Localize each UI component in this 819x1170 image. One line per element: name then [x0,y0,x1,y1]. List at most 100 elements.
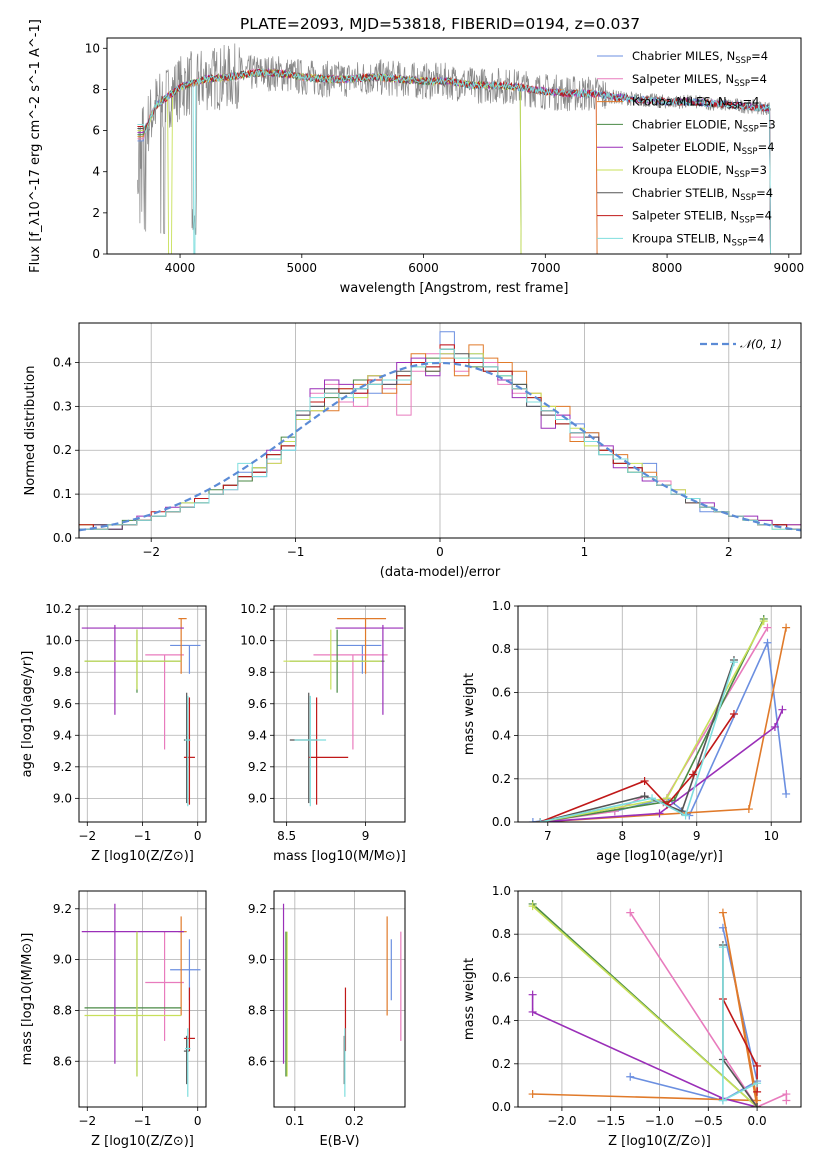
x-tick-label: 0 [194,829,202,843]
y-tick-label: 9.8 [248,665,267,679]
y-tick-label: 0.1 [53,487,72,501]
axes-frame [273,890,406,1108]
observed-spectrum [137,43,771,235]
weight-marker [744,805,753,814]
x-tick-label: 0 [436,545,444,559]
x-axis-label: mass [log10(M/M⊙)] [273,849,406,864]
legend-label: Salpeter MILES, NSSP=4 [632,72,767,89]
y-tick-label: 0.6 [492,970,511,984]
y-tick-label: 2 [92,206,100,220]
y-tick-label: 9.8 [53,665,72,679]
weight-line [532,912,759,1107]
y-tick-label: 8.6 [53,1054,72,1068]
y-tick-label: 8 [92,82,100,96]
x-tick-label: 0 [194,1114,202,1128]
x-tick-label: 6000 [408,261,439,275]
panel-massweight_vs_age: 7 8 9 10 0.0 0.2 0.4 0.6 0.8 1.0 age [log10(age/yr… [462,599,802,864]
weight-marker [528,1007,537,1016]
y-tick-label: 9.2 [53,902,72,916]
y-tick-label: 0.8 [492,927,511,941]
legend-label: Kroupa STELIB, NSSP=4 [632,231,764,248]
y-tick-label: 9.2 [248,760,267,774]
model-spectrum [137,68,771,254]
weight-marker [528,990,537,999]
y-tick-label: 8.8 [53,1003,72,1017]
x-tick-label: −2 [78,1114,96,1128]
x-tick-label: −1.5 [596,1114,625,1128]
weight-marker [729,658,738,667]
x-tick-label: 8.5 [277,829,296,843]
axes-frame [517,605,802,823]
weight-line [531,994,758,1107]
weight-line [540,661,735,822]
x-axis-label: E(B-V) [319,1134,359,1149]
y-tick-label: 0.0 [492,815,511,829]
legend-label: Chabrier MILES, NSSP=4 [632,49,768,66]
x-axis-label: Z [log10(Z/Z⊙)] [608,1134,711,1149]
panel-residuals: −2 −1 0 1 2 0.0 0.1 0.2 0.3 0.4 (data-model)/error… [23,322,802,580]
y-tick-label: 8.8 [248,1003,267,1017]
weight-marker [782,1096,791,1105]
errorbars [81,903,201,1097]
x-tick-label: 7 [544,829,552,843]
y-tick-label: 0 [92,247,100,261]
panel-age_vs_mass: 8.5 9 9.0 9.2 9.4 9.6 9.8 10.0 10.2 mass [log10(M… [240,602,406,864]
y-tick-label: 1.0 [492,599,511,613]
x-tick-label: 9000 [774,261,805,275]
weight-marker [753,1103,762,1107]
y-tick-label: 0.6 [492,685,511,699]
x-tick-label: 1 [581,545,589,559]
y-tick-label: 4 [92,165,100,179]
weight-marker [718,908,727,917]
y-tick-label: 8.6 [248,1054,267,1068]
weight-marker [528,818,537,822]
weight-lines [528,899,791,1107]
y-tick-label: 0.4 [53,355,72,369]
weight-marker [689,770,698,779]
weight-marker [763,638,772,647]
spectrum-legend: Chabrier MILES, NSSP=4 Salpeter MILES, NS… [597,49,776,248]
legend-label: Kroupa ELODIE, NSSP=3 [632,163,767,180]
y-tick-label: 9.6 [248,697,267,711]
weight-marker [626,1072,635,1081]
y-axis-label: mass weight [462,958,477,1040]
y-tick-label: 0.0 [492,1100,511,1114]
weight-marker [753,1061,762,1070]
y-tick-label: 10.2 [240,602,267,616]
y-tick-label: 9.0 [53,791,72,805]
weight-marker [528,902,537,911]
weight-line [540,659,735,822]
legend-label: Kroupa MILES, NSSP=4 [632,95,759,112]
y-axis-label: age [log10(age/yr)] [20,651,35,778]
figure-title: PLATE=2093, MJD=53818, FIBERID=0194, z=0… [240,15,640,33]
x-tick-label: −1 [134,829,152,843]
panel-age_vs_Z: −2 −1 0 9.0 9.2 9.4 9.6 9.8 10.0 10.2 Z [log10(Z/Z… [20,602,207,864]
model-spectrum [137,69,598,254]
x-tick-label: 9 [362,829,370,843]
spectrum-lines [137,43,771,254]
weight-marker [770,722,779,731]
weight-marker [655,809,664,818]
y-tick-label: 6 [92,124,100,138]
x-tick-label: 9 [693,829,701,843]
axes-frame [78,605,207,823]
y-axis-label: Normed distribution [23,366,38,496]
y-tick-label: 9.6 [53,697,72,711]
weight-lines [528,614,791,822]
weight-marker [782,623,791,632]
y-tick-label: 9.2 [53,760,72,774]
errorbars [81,618,201,807]
y-tick-label: 0.2 [492,1057,511,1071]
y-tick-label: 1.0 [492,884,511,898]
weight-marker [782,789,791,798]
y-tick-label: 9.4 [248,728,267,742]
x-tick-label: −1.0 [645,1114,674,1128]
x-axis-label: (data-model)/error [380,565,501,580]
y-tick-label: 10.0 [45,634,72,648]
y-axis-label: mass weight [462,673,477,755]
y-axis-label: Flux [f_λ10^-17 erg cm^-2 s^-1 A^-1] [28,19,43,273]
x-tick-label: 8000 [652,261,683,275]
legend-label: Chabrier ELODIE, NSSP=3 [632,117,776,134]
weight-marker [718,1096,727,1105]
